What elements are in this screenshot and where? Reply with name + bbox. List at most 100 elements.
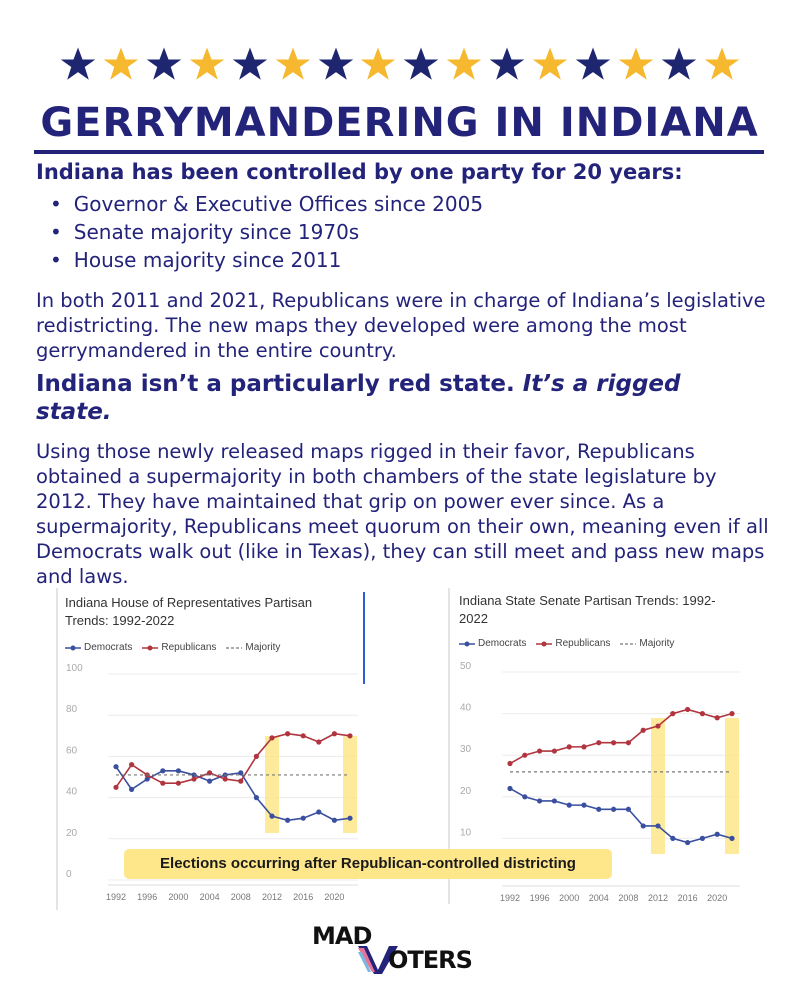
redistricting-paragraph: In both 2011 and 2021, Republicans were …: [36, 289, 766, 362]
x-tick-label: 2016: [678, 893, 698, 903]
data-point-democrats: [300, 815, 306, 821]
y-tick-label: 10: [460, 827, 472, 838]
logo-v-mark: [358, 946, 398, 974]
data-point-republicans: [129, 762, 135, 768]
star-icon: [146, 47, 182, 80]
data-point-republicans: [347, 733, 353, 739]
house-chart-legend: Democrats Republicans Majority: [65, 642, 280, 653]
data-point-republicans: [581, 744, 587, 750]
data-point-republicans: [625, 740, 631, 746]
data-point-republicans: [640, 727, 646, 733]
data-point-republicans: [269, 735, 275, 741]
star-icon: [103, 47, 139, 80]
data-point-democrats: [596, 806, 602, 812]
y-tick-label: 50: [460, 661, 472, 672]
data-point-republicans: [655, 723, 661, 729]
highlight-band: [343, 736, 357, 833]
star-icon: [618, 47, 654, 80]
data-point-democrats: [581, 802, 587, 808]
data-point-democrats: [113, 764, 119, 770]
data-point-democrats: [522, 794, 528, 800]
star-icon: [232, 47, 267, 80]
star-icon: [318, 47, 353, 80]
rigged-state-heading: Indiana isn’t a particularly red state. …: [36, 370, 756, 426]
control-bullet-list: Governor & Executive Offices since 2005 …: [50, 190, 483, 274]
data-point-republicans: [670, 711, 676, 717]
y-tick-label: 30: [460, 744, 472, 755]
data-point-democrats: [316, 809, 322, 815]
data-point-democrats: [238, 770, 244, 776]
data-point-republicans: [551, 748, 557, 754]
data-point-republicans: [285, 731, 291, 737]
x-tick-label: 2004: [200, 892, 220, 902]
series-line-republicans: [115, 732, 351, 788]
highlight-band: [651, 718, 665, 854]
data-point-democrats: [269, 813, 275, 819]
y-tick-label: 40: [66, 787, 78, 798]
highlight-band: [265, 736, 279, 833]
y-tick-label: 60: [66, 745, 78, 756]
data-point-republicans: [699, 711, 705, 717]
data-point-republicans: [207, 770, 213, 776]
y-tick-label: 20: [66, 828, 78, 839]
logo-voters-text: OTERS: [388, 946, 473, 974]
legend-democrats: Democrats: [459, 638, 526, 649]
star-icon: [60, 47, 96, 80]
x-tick-label: 2008: [231, 892, 251, 902]
x-tick-label: 2000: [559, 893, 579, 903]
legend-majority: Majority: [226, 642, 281, 653]
bullet-house: House majority since 2011: [50, 246, 483, 274]
data-point-democrats: [625, 806, 631, 812]
star-icon: [447, 47, 482, 80]
senate-chart-plot: 10 20 30 40 50 1992 1996 2000 2004 2008 2012 2016 20…: [460, 661, 740, 903]
data-point-democrats: [285, 817, 291, 823]
data-point-republicans: [685, 706, 691, 713]
star-icon: [532, 47, 568, 80]
data-point-democrats: [537, 798, 543, 804]
data-point-democrats: [566, 802, 572, 808]
highlight-band: [725, 718, 739, 854]
star-icon: [661, 47, 697, 80]
x-tick-label: 1992: [500, 893, 520, 903]
x-tick-label: 2012: [262, 892, 282, 902]
bullet-governor: Governor & Executive Offices since 2005: [50, 190, 483, 218]
control-heading: Indiana has been controlled by one party…: [36, 160, 683, 184]
y-tick-label: 20: [460, 786, 472, 797]
data-point-democrats: [144, 776, 150, 782]
legend-majority: Majority: [620, 638, 675, 649]
y-tick-label: 80: [66, 704, 78, 715]
star-icon: [189, 47, 225, 80]
x-tick-label: 2016: [293, 892, 313, 902]
star-icon: [704, 47, 740, 80]
data-point-republicans: [331, 731, 337, 737]
data-point-republicans: [222, 776, 228, 782]
y-tick-label: 40: [460, 703, 472, 714]
data-point-democrats: [685, 839, 691, 846]
mad-voters-logo: MAD OTERS: [312, 922, 492, 976]
data-point-republicans: [596, 740, 602, 746]
data-point-republicans: [522, 752, 528, 758]
house-chart-plot: 0 20 40 60 80 100 1992 1996 2000 2004 2008 2012 2016…: [66, 663, 358, 902]
y-tick-label: 0: [66, 869, 72, 880]
series-line-democrats: [509, 787, 733, 844]
rigged-heading-plain: Indiana isn’t a particularly red state.: [36, 371, 515, 397]
x-tick-label: 1996: [530, 893, 550, 903]
data-point-democrats: [175, 768, 181, 774]
data-point-democrats: [160, 768, 166, 774]
data-point-republicans: [238, 778, 244, 784]
data-point-democrats: [253, 795, 259, 801]
data-point-republicans: [113, 784, 119, 790]
supermajority-paragraph: Using those newly released maps rigged i…: [36, 440, 769, 588]
data-point-democrats: [640, 823, 646, 829]
data-point-democrats: [714, 831, 720, 837]
house-chart-scrollbar: [363, 592, 365, 684]
data-point-democrats: [129, 786, 135, 792]
data-point-republicans: [714, 715, 720, 721]
x-tick-label: 1992: [106, 892, 126, 902]
senate-chart-title: Indiana State Senate Partisan Trends: 19…: [459, 593, 716, 626]
data-point-republicans: [253, 753, 259, 759]
x-tick-label: 2020: [707, 893, 727, 903]
data-point-democrats: [207, 778, 213, 784]
legend-republicans: Republicans: [142, 642, 216, 653]
data-point-republicans: [537, 748, 543, 754]
